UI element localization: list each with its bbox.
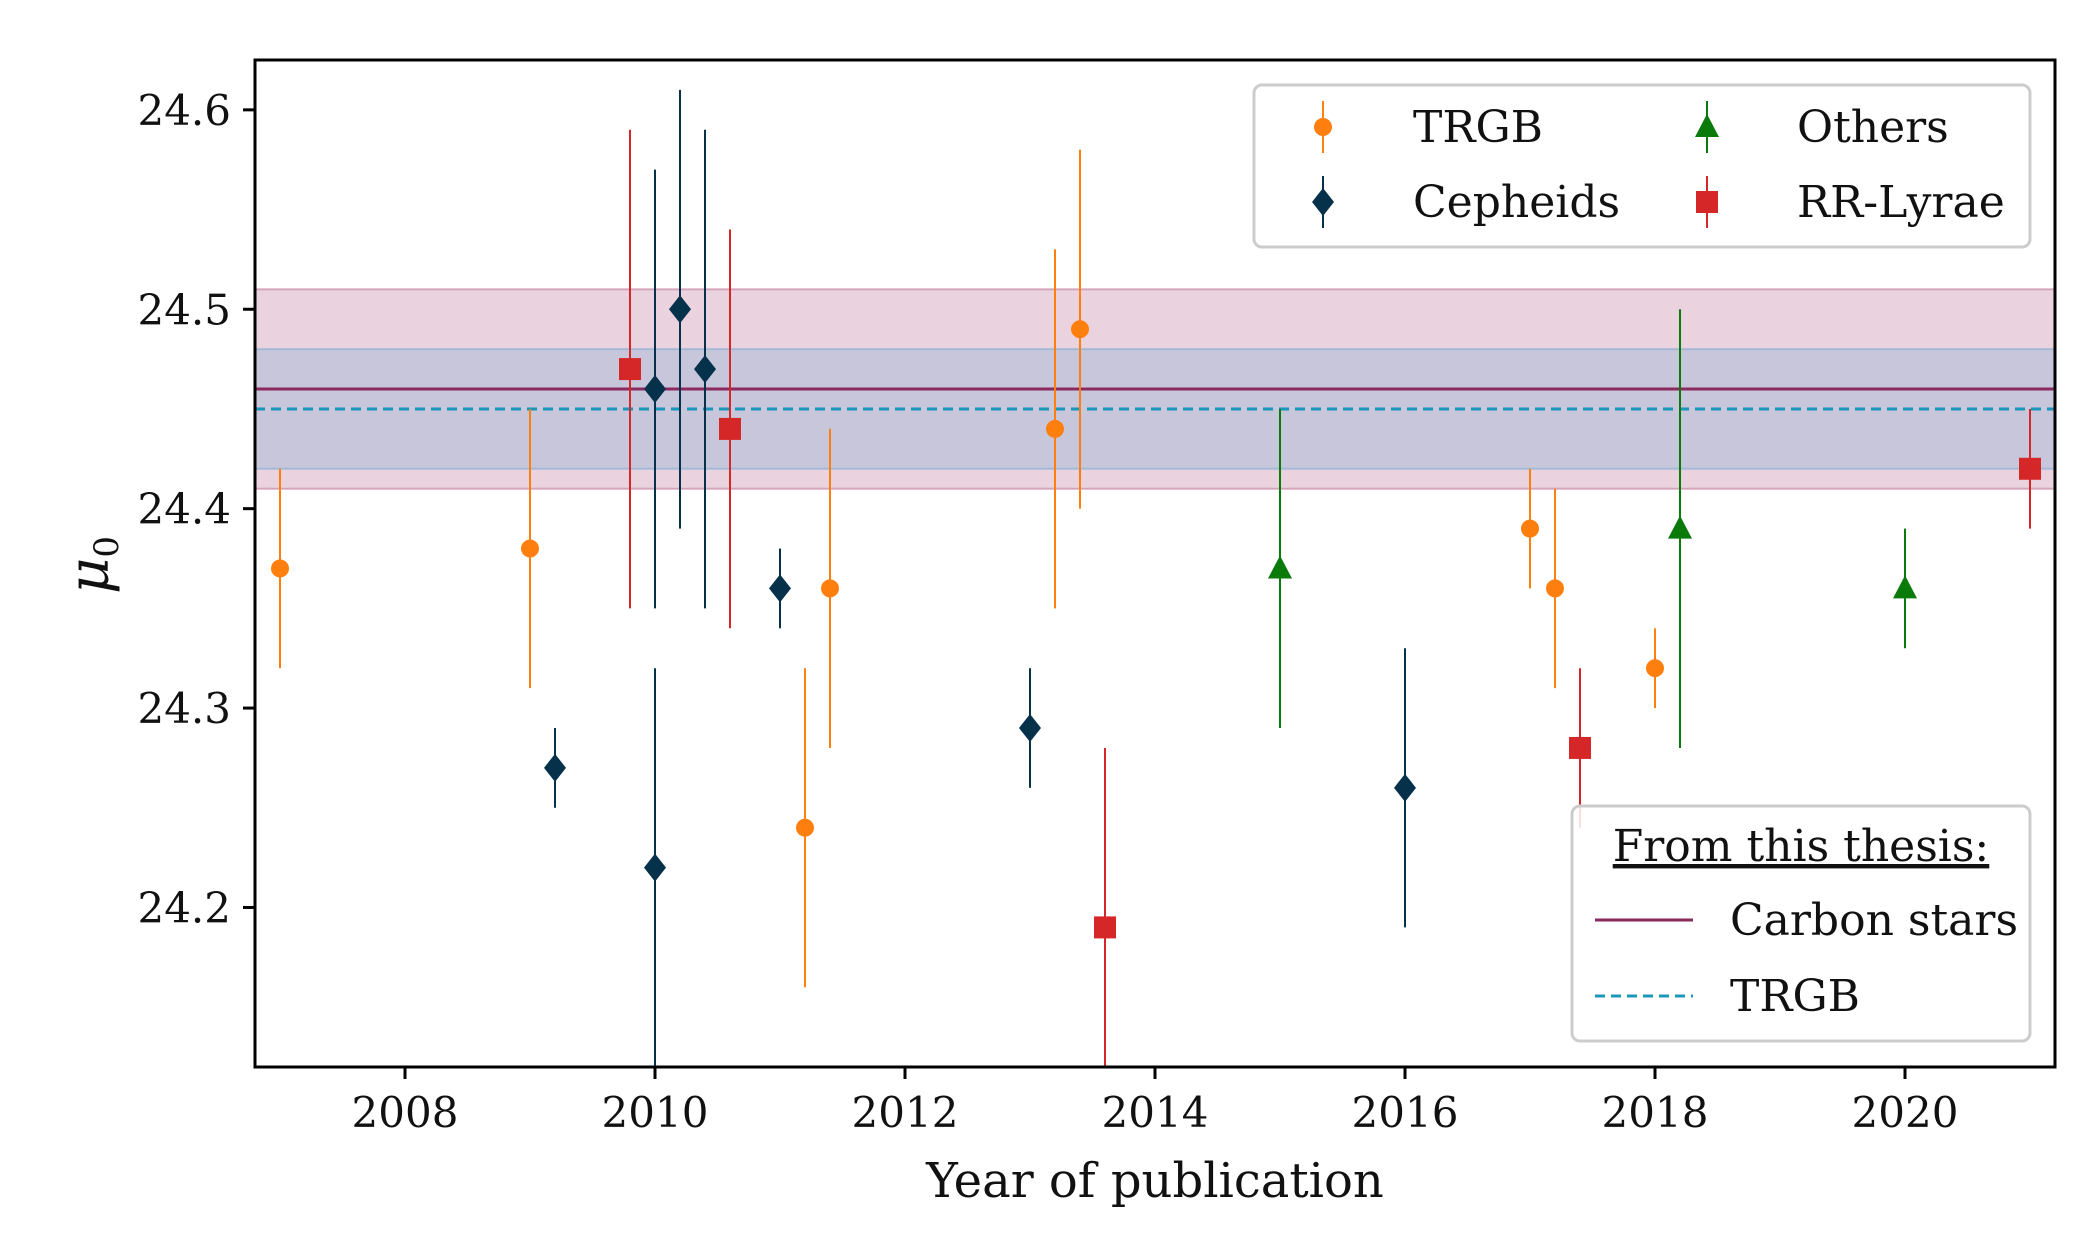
others-point (1268, 555, 1292, 579)
thesis-legend-title: From this thesis: (1613, 821, 1990, 872)
cepheids-point (669, 295, 691, 324)
rr-lyrae-point (2019, 457, 2041, 480)
x-tick-label: 2014 (1102, 1088, 1209, 1137)
legend-trgb-label: TRGB (1413, 102, 1543, 153)
rr-lyrae-point (719, 417, 741, 440)
y-tick-label: 24.2 (137, 883, 231, 932)
y-tick-label: 24.6 (137, 86, 231, 135)
legend-cepheids-label: Cepheids (1413, 177, 1620, 228)
thesis-legend-box (1570, 804, 2032, 1043)
x-axis-ticks: 2008 2010 2012 2014 2016 2018 2020 (352, 1067, 1959, 1137)
legend-cepheids-marker (1312, 188, 1334, 216)
x-tick-label: 2016 (1352, 1088, 1459, 1137)
rr-lyrae-point (619, 358, 641, 381)
others-point (1893, 575, 1917, 599)
data-markers (271, 295, 2041, 939)
cepheids-point (644, 375, 666, 404)
trgb-point (1046, 419, 1064, 438)
cepheids-point (769, 574, 791, 603)
x-axis-label: Year of publication (925, 1153, 1384, 1209)
cepheids-point (644, 853, 666, 882)
trgb-point (1646, 659, 1664, 678)
trgb-point (271, 559, 289, 578)
trgb-point (1521, 519, 1539, 538)
cepheids-point (1019, 714, 1041, 743)
y-axis-label-sub: 0 (87, 536, 127, 558)
trgb-point (521, 539, 539, 558)
x-tick-label: 2018 (1602, 1088, 1709, 1137)
others-point (1668, 515, 1692, 539)
legend-others-marker (1695, 114, 1719, 137)
cepheids-point (544, 753, 566, 782)
series-legend-box (1252, 83, 2032, 249)
series-legend: TRGB Cepheids Others RR-Lyrae (1252, 83, 2032, 249)
trgb-point (821, 579, 839, 598)
y-axis-ticks: 24.2 24.3 24.4 24.5 24.6 (137, 86, 255, 932)
thesis-bands (255, 288, 2055, 490)
legend-rr-lyrae-marker (1696, 191, 1718, 213)
cepheids-point (694, 355, 716, 384)
y-tick-label: 24.3 (137, 684, 231, 733)
x-tick-label: 2012 (852, 1088, 959, 1137)
y-axis-label-main: μ (57, 558, 122, 594)
cepheids-point (1394, 773, 1416, 802)
thesis-legend: From this thesis: Carbon stars TRGB (1570, 804, 2032, 1043)
rr-lyrae-point (1569, 736, 1591, 759)
x-tick-label: 2020 (1852, 1088, 1959, 1137)
legend-rr-lyrae-label: RR-Lyrae (1797, 177, 2005, 228)
x-tick-label: 2008 (352, 1088, 459, 1137)
rr-lyrae-point (1094, 916, 1116, 939)
trgb-point (796, 818, 814, 837)
y-axis-label: μ0 (57, 536, 127, 594)
legend-others-label: Others (1797, 102, 1949, 153)
legend-trgb-marker (1314, 118, 1332, 136)
legend-carbon-stars-label: Carbon stars (1730, 895, 2018, 946)
legend-trgb-thesis-label: TRGB (1730, 971, 1860, 1022)
trgb-point (1546, 579, 1564, 598)
y-tick-label: 24.5 (137, 285, 231, 334)
x-tick-label: 2010 (602, 1088, 709, 1137)
y-tick-label: 24.4 (137, 485, 231, 534)
trgb-point (1071, 320, 1089, 339)
